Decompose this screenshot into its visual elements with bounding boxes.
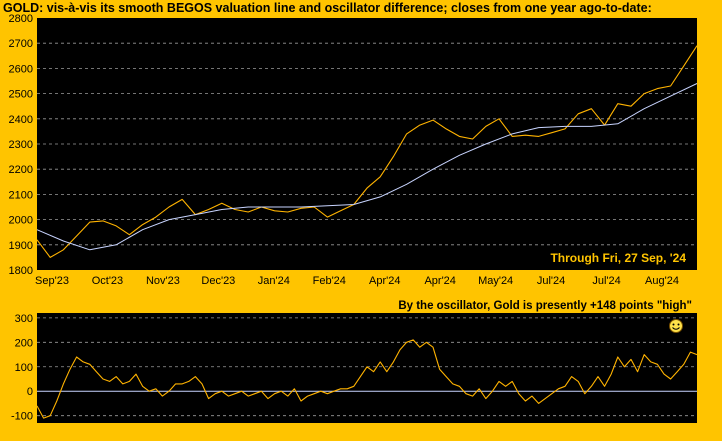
x-tick-label: Jul'24 xyxy=(537,275,565,287)
y-tick-label: 1800 xyxy=(9,265,33,277)
y-tick-label: 2400 xyxy=(9,114,33,126)
y-tick-label: 300 xyxy=(15,313,33,325)
y-tick-label: 100 xyxy=(15,362,33,374)
y-tick-label: 2500 xyxy=(9,89,33,101)
oscillator-series xyxy=(36,339,698,419)
x-tick-label: Aug'24 xyxy=(645,275,679,287)
x-tick-label: Sep'23 xyxy=(35,275,69,287)
price-x-axis: Sep'23 Oct'23 Nov'23 Dec'23 Jan'24 Feb'24 Apr'… xyxy=(35,275,679,287)
chart-title: GOLD: vis-à-vis its smooth BEGOS valuati… xyxy=(3,1,652,15)
gold-price-line xyxy=(36,45,698,258)
valuation-line xyxy=(36,83,698,251)
y-tick-label: 0 xyxy=(27,386,33,398)
y-tick-label: 2000 xyxy=(9,215,33,227)
x-tick-label: Jan'24 xyxy=(258,275,290,287)
through-date-label: Through Fri, 27 Sep, '24 xyxy=(550,251,686,265)
x-tick-label: Apr'24 xyxy=(424,275,455,287)
x-tick-label: Jul'24 xyxy=(592,275,620,287)
oscillator-line xyxy=(36,339,698,419)
oscillator-panel xyxy=(37,313,697,423)
y-tick-label: 2800 xyxy=(9,13,33,25)
price-y-axis: 1800 1900 2000 2100 2200 2300 2400 2500 2600 2700… xyxy=(9,13,33,277)
price-series xyxy=(36,45,698,258)
x-tick-label: Apr'24 xyxy=(369,275,400,287)
y-tick-label: 2700 xyxy=(9,38,33,50)
y-tick-label: 2600 xyxy=(9,63,33,75)
x-tick-label: Feb'24 xyxy=(313,275,346,287)
x-tick-label: Oct'23 xyxy=(92,275,123,287)
price-grid xyxy=(37,42,697,246)
y-tick-label: 2300 xyxy=(9,139,33,151)
y-tick-label: 2200 xyxy=(9,164,33,176)
x-tick-label: May'24 xyxy=(478,275,513,287)
oscillator-note: By the oscillator, Gold is presently +14… xyxy=(398,300,692,312)
smiley-icon xyxy=(669,319,683,333)
y-tick-label: 2100 xyxy=(9,189,33,201)
x-tick-label: Nov'23 xyxy=(146,275,180,287)
x-tick-label: Dec'23 xyxy=(201,275,235,287)
y-tick-label: -100 xyxy=(11,411,33,423)
oscillator-y-axis: -100 0 100 200 300 xyxy=(11,313,33,423)
y-tick-label: 200 xyxy=(15,337,33,349)
y-tick-label: 1900 xyxy=(9,240,33,252)
